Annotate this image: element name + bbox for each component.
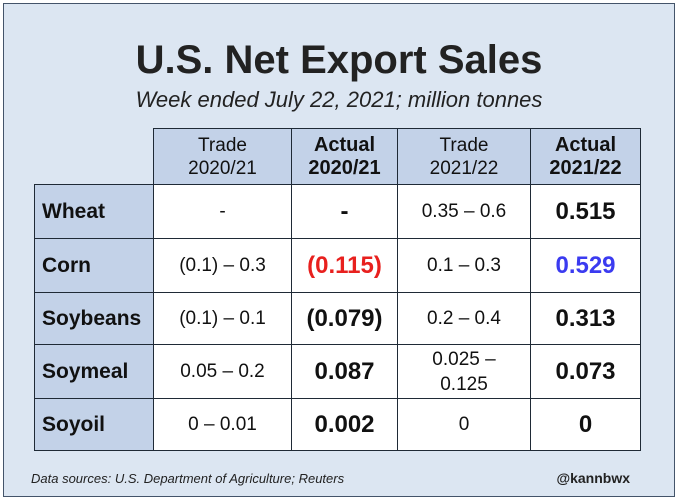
- header-row: Trade 2020/21 Actual 2020/21 Trade 2021/22 …: [35, 128, 641, 185]
- actual-2021-22-cell: 0.515: [530, 184, 641, 239]
- actual-2020-21-cell: 0.087: [291, 344, 398, 399]
- trade-2021-22-cell: 0.1 – 0.3: [397, 238, 531, 293]
- table-row: Soymeal 0.05 – 0.2 0.087 0.025 – 0.125 0…: [34, 344, 641, 399]
- trade-2021-22-cell: 0: [397, 398, 531, 451]
- trade-2020-21-cell: (0.1) – 0.1: [153, 292, 292, 345]
- actual-2021-22-cell: 0.073: [530, 344, 641, 399]
- trade-2020-21-cell: 0.05 – 0.2: [153, 344, 292, 399]
- trade-2020-21-cell: -: [153, 184, 292, 239]
- actual-2020-21-cell: -: [291, 184, 398, 239]
- row-label-soymeal: Soymeal: [34, 344, 154, 399]
- table-row: Soyoil 0 – 0.01 0.002 0 0: [34, 398, 641, 451]
- actual-2021-22-cell: 0.313: [530, 292, 641, 345]
- corner-blank: [35, 129, 154, 185]
- header-actual-2021-22: Actual 2021/22: [530, 128, 641, 185]
- author-handle: @kannbwx: [556, 470, 630, 486]
- row-label-soyoil: Soyoil: [34, 398, 154, 451]
- trade-2020-21-cell: 0 – 0.01: [153, 398, 292, 451]
- trade-2021-22-cell: 0.2 – 0.4: [397, 292, 531, 345]
- actual-2020-21-cell: 0.002: [291, 398, 398, 451]
- table-row: Wheat - - 0.35 – 0.6 0.515: [34, 184, 641, 239]
- header-trade-2020-21: Trade 2020/21: [153, 128, 292, 185]
- header-actual-2020-21: Actual 2020/21: [291, 128, 398, 185]
- row-label-soybeans: Soybeans: [34, 292, 154, 345]
- page-subtitle: Week ended July 22, 2021; million tonnes: [135, 87, 543, 112]
- actual-2021-22-cell: 0: [530, 398, 641, 451]
- export-sales-table: Trade 2020/21 Actual 2020/21 Trade 2021/22 …: [34, 128, 641, 451]
- header-trade-2021-22: Trade 2021/22: [397, 128, 531, 185]
- actual-2020-21-cell: (0.079): [291, 292, 398, 345]
- data-source-note: Data sources: U.S. Department of Agricul…: [31, 471, 345, 486]
- row-label-wheat: Wheat: [34, 184, 154, 239]
- trade-2021-22-cell: 0.025 – 0.125: [397, 344, 531, 399]
- table-row: Soybeans (0.1) – 0.1 (0.079) 0.2 – 0.4 0…: [34, 292, 641, 345]
- infographic-card: U.S. Net Export Sales Week ended July 22…: [3, 3, 675, 497]
- trade-2020-21-cell: (0.1) – 0.3: [153, 238, 292, 293]
- actual-2020-21-cell: (0.115): [291, 238, 398, 293]
- table-row: Corn (0.1) – 0.3 (0.115) 0.1 – 0.3 0.529: [34, 238, 641, 293]
- page-title: U.S. Net Export Sales: [135, 38, 543, 82]
- row-label-corn: Corn: [34, 238, 154, 293]
- actual-2021-22-cell: 0.529: [530, 238, 641, 293]
- trade-2021-22-cell: 0.35 – 0.6: [397, 184, 531, 239]
